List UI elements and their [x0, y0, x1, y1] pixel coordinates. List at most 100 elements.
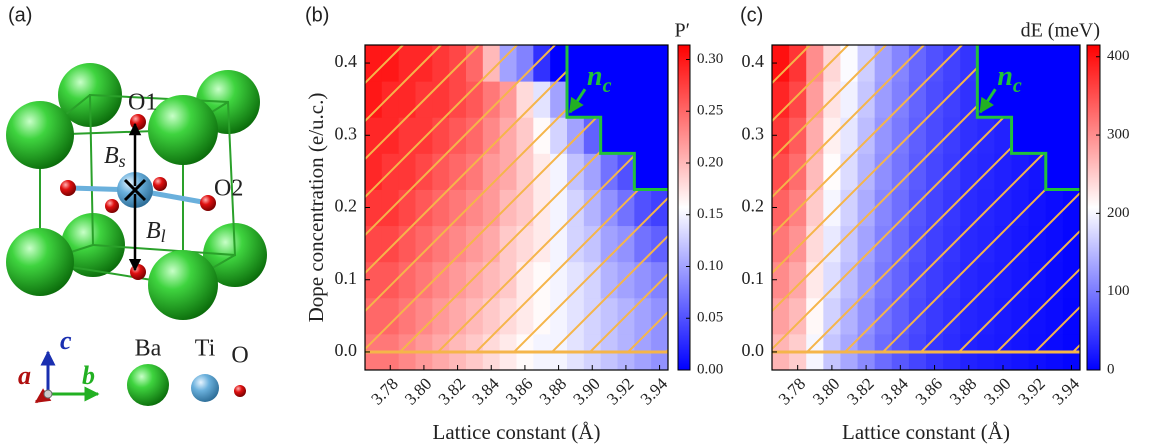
cell — [857, 153, 876, 190]
cell — [823, 225, 841, 263]
cell — [977, 45, 995, 82]
cell — [482, 189, 501, 227]
hatch-line — [772, 45, 963, 352]
x-tick-label: 3.86 — [912, 374, 946, 408]
cell — [499, 45, 517, 82]
y-tick-label: 0.1 — [335, 268, 358, 288]
cell — [398, 117, 416, 154]
axis-origin — [43, 389, 53, 399]
cell — [1045, 81, 1064, 118]
cell — [840, 225, 859, 263]
cell — [926, 297, 944, 335]
cell — [994, 81, 1013, 118]
cell — [1028, 225, 1047, 263]
cell — [600, 297, 618, 335]
b-axis-label: b — [82, 361, 95, 390]
cell — [381, 297, 400, 335]
x-tick-label: 3.78 — [775, 374, 809, 408]
cell — [789, 297, 807, 335]
cell — [1011, 45, 1030, 82]
cell — [398, 81, 416, 118]
legend-label: Ba — [135, 336, 162, 362]
colorbar-tick-label: 0.15 — [697, 206, 723, 222]
colorbar-tick-label: 0.00 — [697, 361, 723, 377]
o-atom — [130, 264, 146, 280]
cell — [874, 153, 893, 190]
o2-label: O2 — [214, 176, 243, 202]
cell — [651, 117, 669, 154]
cell — [533, 225, 551, 263]
colorbar-tick-label: 0.10 — [697, 258, 723, 274]
cell — [482, 81, 501, 118]
cell — [550, 117, 568, 154]
cell — [1028, 45, 1047, 82]
cell — [381, 81, 400, 118]
cell — [600, 45, 618, 82]
cell — [365, 261, 383, 299]
cell — [583, 81, 602, 118]
cell — [1011, 189, 1030, 227]
hatch-line — [419, 45, 668, 352]
cell — [381, 117, 400, 154]
cell — [449, 117, 467, 154]
colorbar-tick-label: 100 — [1107, 283, 1130, 299]
y-tick-label: 0.3 — [742, 123, 765, 143]
cell — [381, 189, 400, 227]
cell — [908, 45, 927, 82]
hatch-line — [978, 45, 1080, 352]
cell — [600, 189, 618, 227]
cell — [567, 225, 585, 263]
cell — [840, 189, 859, 227]
cell — [908, 225, 927, 263]
colorbar-title: dE (meV) — [1021, 20, 1100, 42]
cell — [857, 189, 876, 227]
cell — [1062, 45, 1081, 82]
x-tick-label: 3.92 — [603, 374, 637, 408]
cell — [432, 81, 450, 118]
cell — [977, 81, 995, 118]
ba-atom — [148, 250, 218, 320]
cell — [533, 189, 551, 227]
hatch-line — [571, 45, 668, 352]
cell — [482, 297, 501, 335]
cell — [908, 153, 927, 190]
cell — [550, 81, 568, 118]
ti-legend-atom — [191, 374, 219, 402]
cell — [466, 225, 484, 263]
cell — [994, 153, 1013, 190]
cell — [415, 297, 433, 335]
annotation-arrow — [568, 88, 587, 114]
cell — [651, 261, 669, 299]
panel-label: (b) — [305, 4, 329, 26]
nc-label: nc — [997, 62, 1022, 97]
cell — [789, 45, 807, 82]
o-atom — [200, 195, 216, 211]
cell — [432, 117, 450, 154]
cell — [516, 261, 534, 299]
cell — [516, 45, 534, 82]
panel-label: (c) — [740, 4, 763, 26]
nc-boundary — [565, 45, 668, 191]
cell — [449, 189, 467, 227]
cell — [840, 297, 859, 335]
bs-label: Bs — [104, 143, 126, 172]
cell — [499, 297, 517, 335]
o-atom — [153, 177, 167, 191]
cell — [617, 261, 635, 299]
x-tick-label: 3.90 — [569, 374, 603, 408]
cell — [1062, 153, 1081, 190]
cell — [415, 261, 433, 299]
cell — [583, 297, 602, 335]
cell — [840, 261, 859, 299]
cell — [891, 297, 910, 335]
cell — [1028, 81, 1047, 118]
hatch-line — [365, 45, 442, 352]
cell — [943, 81, 961, 118]
cell — [600, 261, 618, 299]
cell — [634, 261, 652, 299]
cell — [994, 45, 1013, 82]
cell — [1028, 261, 1047, 299]
cell — [789, 117, 807, 154]
cell — [567, 117, 585, 154]
panel-label: (a) — [8, 4, 32, 26]
